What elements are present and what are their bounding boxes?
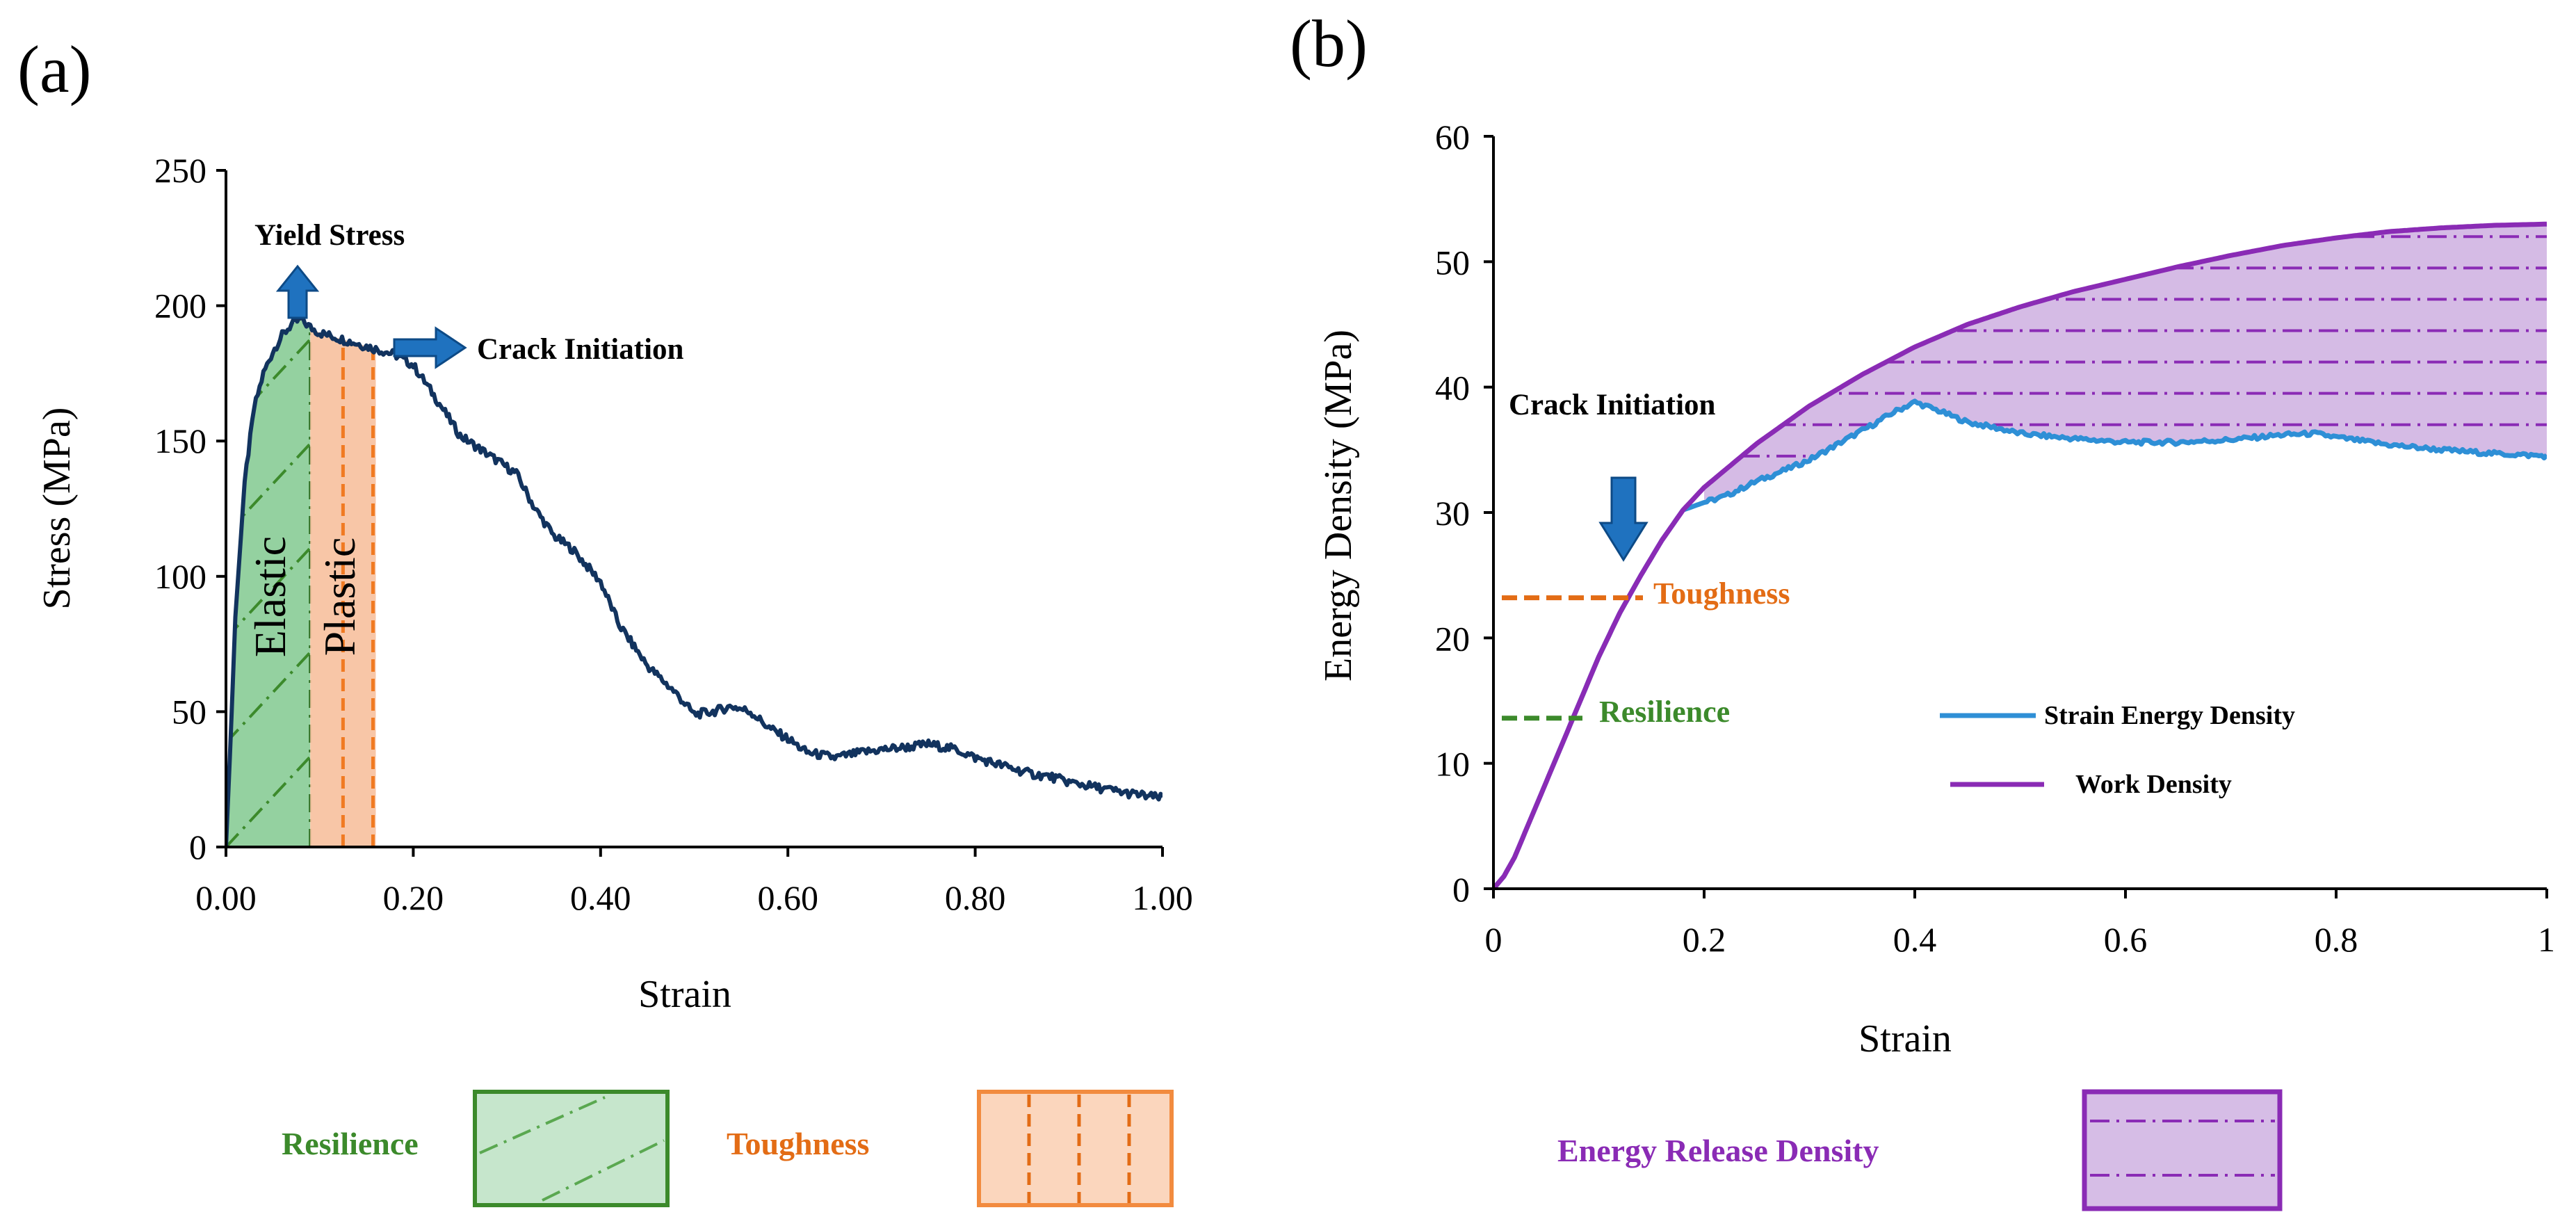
yield-stress-label: Yield Stress xyxy=(254,219,405,252)
a-x-tick-label: 0.20 xyxy=(383,878,444,917)
legend-resilience-hatch-2 xyxy=(542,1139,665,1202)
b-x-tick-label: 0.2 xyxy=(1683,920,1726,959)
a-x-tick-label: 1.00 xyxy=(1132,878,1193,917)
a-y-tick-label: 0 xyxy=(189,828,206,866)
b-y-tick-label: 60 xyxy=(1435,118,1470,156)
crack-down-arrow-icon xyxy=(1598,476,1649,562)
a-y-tick-label: 250 xyxy=(154,151,206,190)
resilience-label: Resilience xyxy=(1599,695,1730,729)
b-y-tick-label: 50 xyxy=(1435,243,1470,282)
b-y-axis-title: Energy Density (MPa) xyxy=(1317,330,1360,681)
work-density-line xyxy=(1493,221,2547,889)
elastic-hatch-line xyxy=(226,547,311,640)
elastic-hatch-line xyxy=(226,965,310,1056)
elastic-hatch-line xyxy=(226,442,311,535)
a-y-tick-label: 50 xyxy=(172,692,206,731)
crack-initiation-label-b: Crack Initiation xyxy=(1509,389,1716,421)
a-y-axis-title: Stress (MPa) xyxy=(35,408,79,610)
a-y-tick-label: 100 xyxy=(154,557,206,596)
elastic-hatch-line xyxy=(226,131,310,221)
elastic-hatch-line xyxy=(226,338,311,431)
b-y-tick-label: 30 xyxy=(1435,494,1470,533)
axes-a: 0 50 100 150 200 250 0.00 0.20 0.40 0.60 0.80 1.00 xyxy=(154,151,1193,917)
legend-toughness-swatch xyxy=(977,1090,1174,1207)
b-y-tick-label: 10 xyxy=(1435,745,1470,784)
level-markers xyxy=(1502,595,1643,721)
elastic-hatch-line xyxy=(226,26,310,117)
a-x-axis-title: Strain xyxy=(638,973,731,1016)
yield-arrow-icon xyxy=(275,264,320,319)
legend-resilience-label: Resilience xyxy=(282,1126,419,1161)
legend-energy-release-label: Energy Release Density xyxy=(1557,1133,1879,1168)
a-x-tick-label: 0.40 xyxy=(570,878,631,917)
b-y-tick-label: 0 xyxy=(1452,870,1470,909)
strain-energy-density-line xyxy=(1493,398,2547,889)
crack-initiation-label-a: Crack Initiation xyxy=(477,333,684,366)
elastic-region xyxy=(226,320,311,847)
legend-resilience-hatch-1 xyxy=(479,1096,606,1154)
energy-release-region xyxy=(1704,224,2547,503)
a-x-tick-label: 0.80 xyxy=(945,878,1006,917)
b-x-axis-title: Strain xyxy=(1858,1017,1952,1060)
work-legend-label: Work Density xyxy=(2075,770,2232,799)
crack-arrow-icon xyxy=(393,326,467,369)
b-x-tick-label: 1 xyxy=(2538,920,2555,959)
elastic-hatch-line xyxy=(226,651,311,744)
a-y-tick-label: 150 xyxy=(154,421,206,460)
panel-a-label: (a) xyxy=(17,32,92,106)
b-x-tick-label: 0 xyxy=(1485,920,1502,959)
b-x-tick-label: 0.6 xyxy=(2104,920,2148,959)
elastic-label: Elastic xyxy=(245,536,295,657)
a-x-tick-label: 0.60 xyxy=(757,878,818,917)
b-y-tick-label: 40 xyxy=(1435,369,1470,408)
legend-energy-release-swatch xyxy=(2082,1089,2283,1211)
b-x-tick-label: 0.4 xyxy=(1893,920,1937,959)
legend-resilience-swatch xyxy=(473,1090,670,1207)
panel-b: (b) 0 10 20 30 40 50 60 0 0.2 0.4 0.6 0.8 1 Strain E… xyxy=(1290,6,2555,1060)
legend-toughness-label: Toughness xyxy=(727,1126,869,1161)
plastic-hatch xyxy=(341,339,375,847)
panel-a: (a) 0 50 100 150 200 250 0.00 0.20 0.40 0.60 0.80 1… xyxy=(17,26,1193,1056)
axes-b: 0 10 20 30 40 50 60 0 0.2 0.4 0.6 0.8 1 xyxy=(1435,118,2555,959)
stress-strain-curve xyxy=(226,315,1163,847)
panel-b-label: (b) xyxy=(1290,6,1368,81)
elastic-hatch-line xyxy=(226,755,311,847)
b-y-tick-label: 20 xyxy=(1435,619,1470,658)
plastic-label: Plastic xyxy=(315,538,364,656)
b-x-tick-label: 0.8 xyxy=(2315,920,2358,959)
elastic-hatch-lines xyxy=(226,26,311,1056)
toughness-label: Toughness xyxy=(1653,576,1790,611)
sed-legend-label: Strain Energy Density xyxy=(2044,701,2295,730)
a-x-tick-label: 0.00 xyxy=(195,878,257,917)
a-y-tick-label: 200 xyxy=(154,287,206,325)
bottom-legend: Resilience Toughness Energy Release Dens… xyxy=(282,1089,2283,1211)
